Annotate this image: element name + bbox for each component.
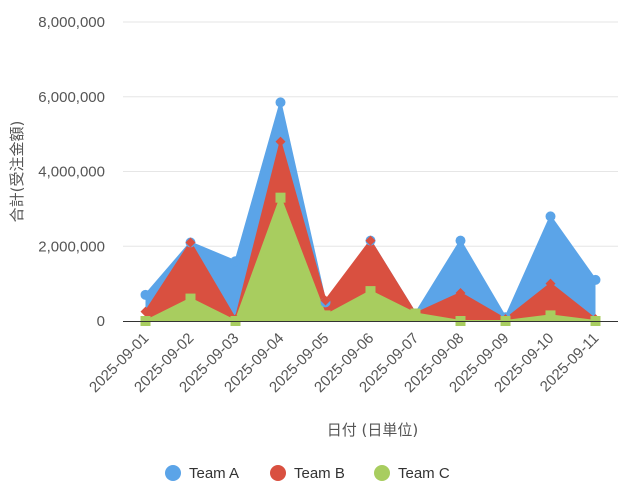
data-point-team-a[interactable] — [545, 211, 556, 222]
y-tick-label: 8,000,000 — [38, 14, 105, 31]
legend-item-team-a[interactable]: Team A — [165, 465, 239, 482]
data-point-team-b[interactable] — [365, 235, 376, 246]
legend-item-team-b[interactable]: Team B — [270, 465, 345, 482]
data-point-team-b[interactable] — [185, 237, 196, 248]
legend: Team A Team B Team C — [165, 465, 450, 482]
legend-label: Team C — [398, 465, 450, 482]
data-point-team-b[interactable] — [140, 306, 151, 317]
data-point-team-a[interactable] — [140, 289, 151, 300]
data-point-team-c[interactable] — [320, 310, 331, 321]
legend-swatch — [270, 465, 286, 481]
y-tick-label: 6,000,000 — [38, 89, 105, 106]
x-axis-title: 日付 (日単位) — [327, 421, 418, 439]
legend-label: Team B — [294, 465, 345, 482]
y-tick-label: 2,000,000 — [38, 238, 105, 255]
legend-swatch — [165, 465, 181, 481]
data-point-team-c[interactable] — [365, 286, 376, 297]
y-axis-title: 合計(受注金額) — [8, 121, 26, 223]
legend-swatch — [374, 465, 390, 481]
legend-item-team-c[interactable]: Team C — [374, 465, 450, 482]
data-point-team-a[interactable] — [230, 256, 241, 267]
data-point-team-b[interactable] — [455, 287, 466, 298]
y-tick-label: 0 — [97, 313, 105, 330]
data-point-team-c[interactable] — [275, 192, 286, 203]
data-point-team-a[interactable] — [275, 97, 286, 108]
data-point-team-a[interactable] — [590, 274, 601, 285]
series-area-team-c — [145, 197, 596, 321]
data-point-team-b[interactable] — [320, 295, 331, 306]
gridlines — [123, 21, 618, 247]
data-point-team-c[interactable] — [185, 293, 196, 304]
data-point-team-b[interactable] — [275, 136, 286, 147]
y-tick-labels: 0 2,000,000 4,000,000 6,000,000 8,000,000 — [38, 14, 105, 330]
data-point-team-c[interactable] — [410, 308, 421, 319]
y-tick-label: 4,000,000 — [38, 164, 105, 181]
x-tick-labels: 2025-09-012025-09-022025-09-032025-09-04… — [86, 330, 602, 396]
data-point-team-a[interactable] — [455, 235, 466, 246]
data-point-team-b[interactable] — [545, 278, 556, 289]
legend-label: Team A — [189, 465, 239, 482]
data-point-team-c[interactable] — [545, 310, 556, 321]
